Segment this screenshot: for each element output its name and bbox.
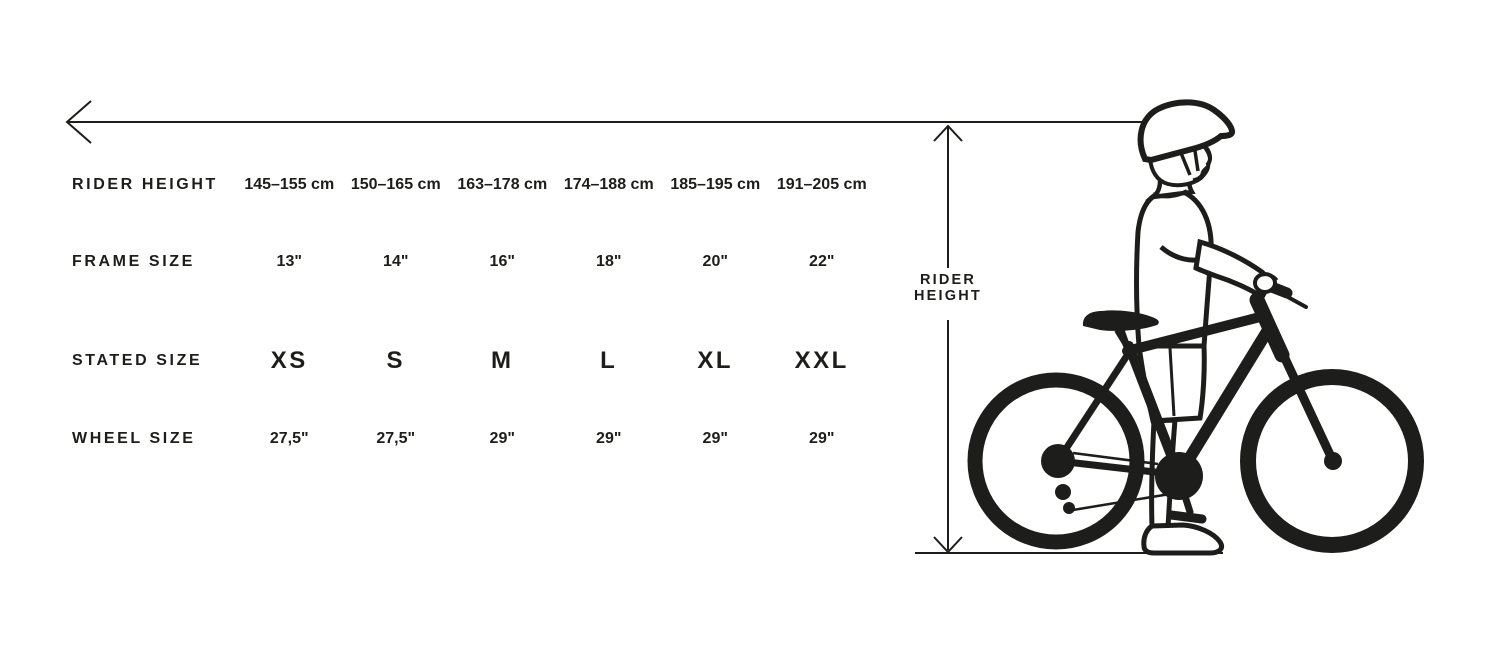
- table-cell: L: [600, 347, 618, 374]
- table-cell: 29": [596, 430, 622, 447]
- helmet-icon: [1137, 99, 1236, 164]
- table-cell: 20": [702, 253, 728, 270]
- row-label-wheel-size: WHEEL SIZE: [72, 430, 196, 447]
- table-cell: 174–188 cm: [563, 176, 654, 193]
- table-cell: M: [491, 347, 514, 374]
- table-cell: 14": [383, 253, 409, 270]
- table-cell: 29": [809, 430, 835, 447]
- table-cell: XL: [697, 347, 734, 374]
- rider-hand: [1253, 272, 1279, 294]
- table-row-rider-height: RIDER HEIGHT 145–155 cm 150–165 cm 163–1…: [65, 170, 880, 200]
- bike-figure: [967, 276, 1424, 553]
- front-wheel-icon: [1240, 369, 1424, 553]
- table-cell: 22": [809, 253, 835, 270]
- table-cell: 29": [702, 430, 728, 447]
- top-reference-line: [65, 100, 1143, 144]
- table-row-frame-size: FRAME SIZE 13" 14" 16" 18" 20" 22": [65, 247, 880, 277]
- rider-height-annotation-line1: RIDER: [919, 272, 977, 288]
- rider-height-annotation: RIDER HEIGHT: [888, 272, 1008, 304]
- table-cell: 191–205 cm: [776, 176, 867, 193]
- row-label-stated-size: STATED SIZE: [72, 352, 203, 369]
- table-cell: XXL: [794, 347, 849, 374]
- table-cell: 145–155 cm: [244, 176, 335, 193]
- arrowhead-up-icon: [933, 124, 963, 142]
- table-cell: S: [386, 347, 405, 374]
- table-cell: 18": [596, 253, 622, 270]
- saddle-icon: [1082, 310, 1159, 331]
- table-row-stated-size: STATED SIZE XS S M L XL XXL: [65, 343, 880, 379]
- table-cell: 13": [276, 253, 302, 270]
- arrowhead-left-icon: [65, 100, 92, 144]
- table-cell: 27,5": [376, 430, 416, 447]
- table-cell: 16": [489, 253, 515, 270]
- table-cell: 29": [489, 430, 515, 447]
- table-cell: 185–195 cm: [670, 176, 761, 193]
- table-cell: 27,5": [269, 430, 309, 447]
- table-cell: 163–178 cm: [457, 176, 548, 193]
- table-cell: XS: [270, 347, 308, 374]
- table-cell: 150–165 cm: [350, 176, 441, 193]
- rider-height-annotation-line2: HEIGHT: [914, 288, 982, 304]
- shoe-icon: [1141, 522, 1224, 556]
- table-row-wheel-size: WHEEL SIZE 27,5" 27,5" 29" 29" 29" 29": [65, 424, 880, 454]
- row-label-rider-height: RIDER HEIGHT: [72, 176, 218, 193]
- row-label-frame-size: FRAME SIZE: [72, 253, 195, 270]
- rider-height-dimension-arrow: [933, 124, 963, 554]
